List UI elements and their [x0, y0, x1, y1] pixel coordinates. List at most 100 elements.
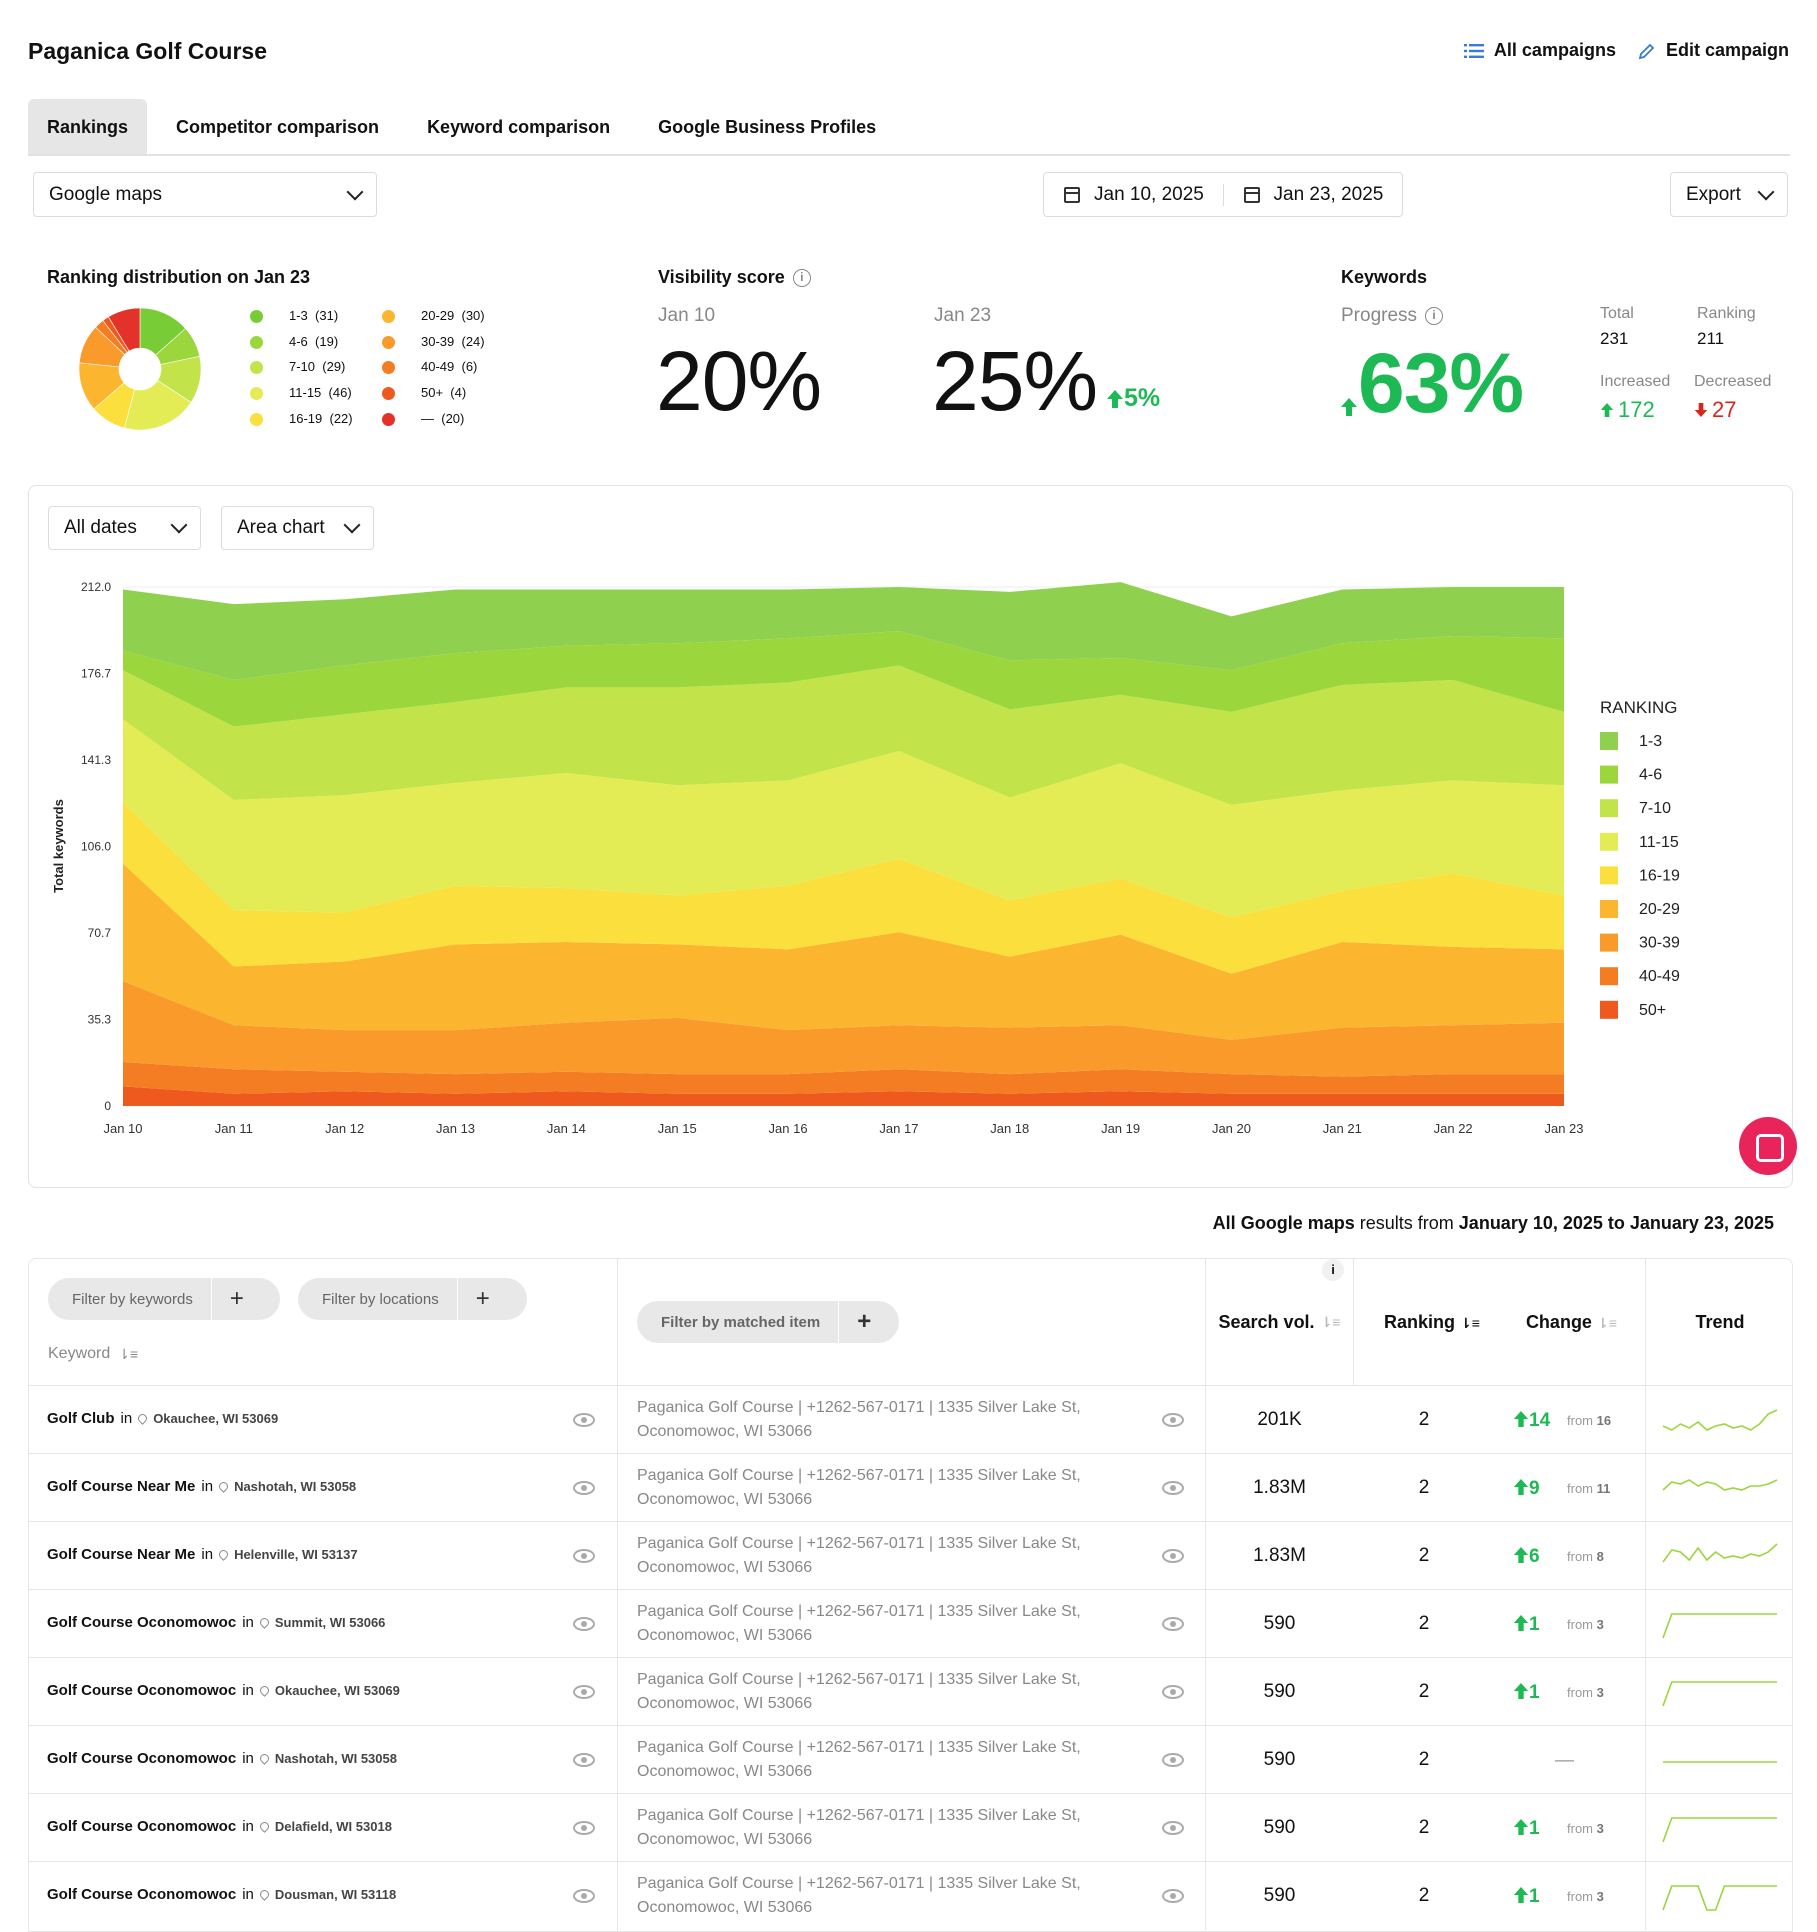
- search-vol-column-header[interactable]: Search vol. ⇂≡: [1205, 1259, 1353, 1385]
- legend-swatch: [1600, 832, 1618, 851]
- eye-icon[interactable]: [1162, 1685, 1184, 1699]
- keyword-cell[interactable]: Golf Course Near Me in Helenville, WI 5313…: [47, 1546, 358, 1563]
- eye-icon[interactable]: [1162, 1481, 1184, 1495]
- trend-cell: [1645, 1862, 1792, 1930]
- keyword-cell[interactable]: Golf Course Oconomowoc in Summit, WI 53066: [47, 1614, 385, 1631]
- from-label: from: [1567, 1549, 1593, 1564]
- keyword-column-header[interactable]: Keyword ⇂≡: [48, 1345, 138, 1363]
- date-range-select-value: All dates: [64, 517, 137, 538]
- legend-label: 30-39: [421, 333, 455, 349]
- date-range-picker[interactable]: Jan 10, 2025 Jan 23, 2025: [1043, 172, 1403, 217]
- all-campaigns-link[interactable]: All campaigns: [1463, 40, 1616, 61]
- table-row[interactable]: Golf Course Oconomowoc in Okauchee, WI 530…: [29, 1657, 1792, 1726]
- y-tick-label: 35.3: [88, 1013, 112, 1027]
- trend-sparkline: [1662, 1885, 1777, 1911]
- filter-locations[interactable]: Filter by locations +: [298, 1278, 527, 1320]
- from-text: from 8: [1567, 1549, 1604, 1564]
- info-icon[interactable]: i: [1322, 1259, 1344, 1281]
- keyword-column-label: Keyword: [48, 1345, 111, 1362]
- from-text: from 11: [1567, 1481, 1610, 1496]
- search-vol-label: Search vol.: [1218, 1311, 1315, 1332]
- ranking-column-header[interactable]: Ranking ⇂≡: [1384, 1312, 1480, 1333]
- sort-icon[interactable]: ⇂≡: [1596, 1314, 1617, 1331]
- change-cell: 1: [1513, 1682, 1540, 1704]
- table-row[interactable]: Golf Course Oconomowoc in Dousman, WI 5311…: [29, 1861, 1792, 1930]
- in-text: in: [242, 1818, 254, 1835]
- info-icon[interactable]: i: [1425, 306, 1444, 325]
- plus-icon[interactable]: +: [857, 1308, 872, 1335]
- table-row[interactable]: Golf Course Oconomowoc in Nashotah, WI 530…: [29, 1725, 1792, 1794]
- matched-column-header: Filter by matched item +: [617, 1259, 1205, 1385]
- table-row[interactable]: Golf Course Oconomowoc in Summit, WI 53066…: [29, 1589, 1792, 1658]
- table-row[interactable]: Golf Course Near Me in Nashotah, WI 53058 …: [29, 1453, 1792, 1522]
- date-from[interactable]: Jan 10, 2025: [1044, 183, 1224, 206]
- tab-keyword-comparison[interactable]: Keyword comparison: [427, 117, 611, 137]
- chat-launcher-button[interactable]: [1739, 1117, 1797, 1175]
- eye-icon[interactable]: [573, 1685, 595, 1699]
- keyword-cell[interactable]: Golf Club in Okauchee, WI 53069: [47, 1410, 278, 1427]
- arrow-up-icon: [1513, 1887, 1529, 1903]
- plus-icon[interactable]: +: [229, 1285, 244, 1312]
- trend-cell: [1645, 1522, 1792, 1590]
- keyword-cell[interactable]: Golf Course Oconomowoc in Nashotah, WI 530…: [47, 1750, 397, 1767]
- page-title: Paganica Golf Course: [28, 38, 268, 64]
- legend-dot: [250, 387, 263, 401]
- y-tick-label: 70.7: [88, 926, 112, 940]
- legend-label: 20-29: [1639, 901, 1680, 918]
- sort-icon[interactable]: ⇂≡: [118, 1345, 139, 1362]
- from-text: from 3: [1567, 1685, 1604, 1700]
- eye-icon[interactable]: [573, 1549, 595, 1563]
- tab-google-business-profiles[interactable]: Google Business Profiles: [658, 117, 877, 137]
- donut-slice-—: [108, 307, 141, 352]
- eye-icon[interactable]: [1162, 1821, 1184, 1835]
- from-value: 3: [1596, 1889, 1604, 1904]
- tab-competitor-comparison[interactable]: Competitor comparison: [176, 117, 380, 137]
- results-caption: All Google maps results from January 10,…: [1213, 1213, 1774, 1234]
- location-text: Delafield, WI 53018: [274, 1819, 392, 1834]
- eye-icon[interactable]: [1162, 1413, 1184, 1427]
- table-row[interactable]: Golf Course Near Me in Helenville, WI 5313…: [29, 1521, 1792, 1590]
- x-tick-label: Jan 22: [1434, 1121, 1473, 1136]
- chart-type-select[interactable]: Area chart: [221, 506, 374, 550]
- eye-icon[interactable]: [573, 1413, 595, 1427]
- keyword-cell[interactable]: Golf Course Oconomowoc in Okauchee, WI 530…: [47, 1682, 400, 1699]
- filter-matched-label: Filter by matched item: [637, 1301, 840, 1343]
- tab-rankings[interactable]: Rankings: [28, 99, 148, 154]
- eye-icon[interactable]: [573, 1821, 595, 1835]
- plus-icon[interactable]: +: [475, 1285, 490, 1312]
- keyword-text: Golf Course Oconomowoc: [47, 1818, 237, 1835]
- eye-icon[interactable]: [573, 1753, 595, 1767]
- date-to[interactable]: Jan 23, 2025: [1224, 184, 1403, 206]
- in-text: in: [201, 1478, 214, 1495]
- eye-icon[interactable]: [1162, 1889, 1184, 1903]
- legend-label: 11-15: [1639, 834, 1679, 851]
- sort-icon[interactable]: ⇂≡: [1460, 1314, 1480, 1331]
- filter-matched[interactable]: Filter by matched item +: [637, 1301, 899, 1343]
- eye-icon[interactable]: [573, 1481, 595, 1495]
- keyword-cell[interactable]: Golf Course Near Me in Nashotah, WI 53058: [47, 1478, 356, 1495]
- edit-campaign-link[interactable]: Edit campaign: [1638, 40, 1789, 61]
- table-row[interactable]: Golf Course Oconomowoc in Delafield, WI 53…: [29, 1793, 1792, 1862]
- in-text: in: [120, 1410, 133, 1427]
- date-range-select[interactable]: All dates: [48, 506, 201, 550]
- eye-icon[interactable]: [573, 1889, 595, 1903]
- eye-icon[interactable]: [573, 1617, 595, 1631]
- legend-label: 1-3: [289, 308, 308, 323]
- table-row[interactable]: Golf Club in Okauchee, WI 53069 Paganica G…: [29, 1385, 1792, 1454]
- info-icon[interactable]: i: [792, 269, 811, 288]
- eye-icon[interactable]: [1162, 1753, 1184, 1767]
- export-button[interactable]: Export: [1670, 172, 1788, 217]
- legend-count: (46): [328, 385, 352, 401]
- eye-icon[interactable]: [1162, 1617, 1184, 1631]
- keyword-cell[interactable]: Golf Course Oconomowoc in Delafield, WI 53…: [47, 1818, 392, 1835]
- sort-icon[interactable]: ⇂≡: [1320, 1313, 1341, 1330]
- change-column-header[interactable]: Change ⇂≡: [1526, 1312, 1617, 1333]
- total-label: Total: [1600, 305, 1634, 322]
- eye-icon[interactable]: [1162, 1549, 1184, 1563]
- x-tick-label: Jan 18: [990, 1121, 1029, 1136]
- keyword-cell[interactable]: Golf Course Oconomowoc in Dousman, WI 5311…: [47, 1886, 396, 1903]
- trend-line: [1662, 1681, 1777, 1707]
- filter-keywords[interactable]: Filter by keywords +: [48, 1278, 280, 1320]
- legend-dot: [250, 310, 263, 324]
- source-select[interactable]: Google maps: [33, 172, 377, 217]
